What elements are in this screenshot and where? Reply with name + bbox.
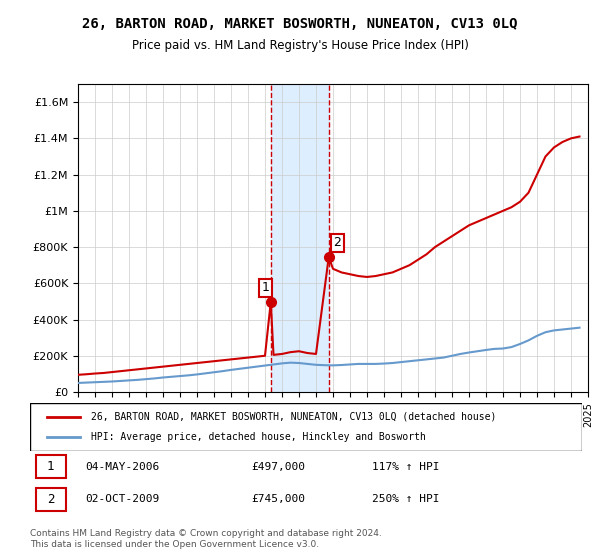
Text: 26, BARTON ROAD, MARKET BOSWORTH, NUNEATON, CV13 0LQ (detached house): 26, BARTON ROAD, MARKET BOSWORTH, NUNEAT…	[91, 412, 496, 422]
Text: 1: 1	[262, 281, 269, 294]
Text: 04-MAY-2006: 04-MAY-2006	[85, 462, 160, 472]
FancyBboxPatch shape	[30, 403, 582, 451]
Text: 02-OCT-2009: 02-OCT-2009	[85, 494, 160, 504]
Text: £497,000: £497,000	[251, 462, 305, 472]
Text: Price paid vs. HM Land Registry's House Price Index (HPI): Price paid vs. HM Land Registry's House …	[131, 39, 469, 52]
Text: 250% ↑ HPI: 250% ↑ HPI	[372, 494, 440, 504]
Text: 2: 2	[47, 493, 54, 506]
Text: Contains HM Land Registry data © Crown copyright and database right 2024.
This d: Contains HM Land Registry data © Crown c…	[30, 529, 382, 549]
FancyBboxPatch shape	[35, 455, 66, 478]
Bar	[271, 84, 329, 392]
Text: 26, BARTON ROAD, MARKET BOSWORTH, NUNEATON, CV13 0LQ: 26, BARTON ROAD, MARKET BOSWORTH, NUNEAT…	[82, 17, 518, 31]
FancyBboxPatch shape	[35, 488, 66, 511]
Text: 2: 2	[334, 236, 341, 249]
Text: 1: 1	[47, 460, 54, 473]
Text: 117% ↑ HPI: 117% ↑ HPI	[372, 462, 440, 472]
Text: HPI: Average price, detached house, Hinckley and Bosworth: HPI: Average price, detached house, Hinc…	[91, 432, 425, 442]
Text: £745,000: £745,000	[251, 494, 305, 504]
